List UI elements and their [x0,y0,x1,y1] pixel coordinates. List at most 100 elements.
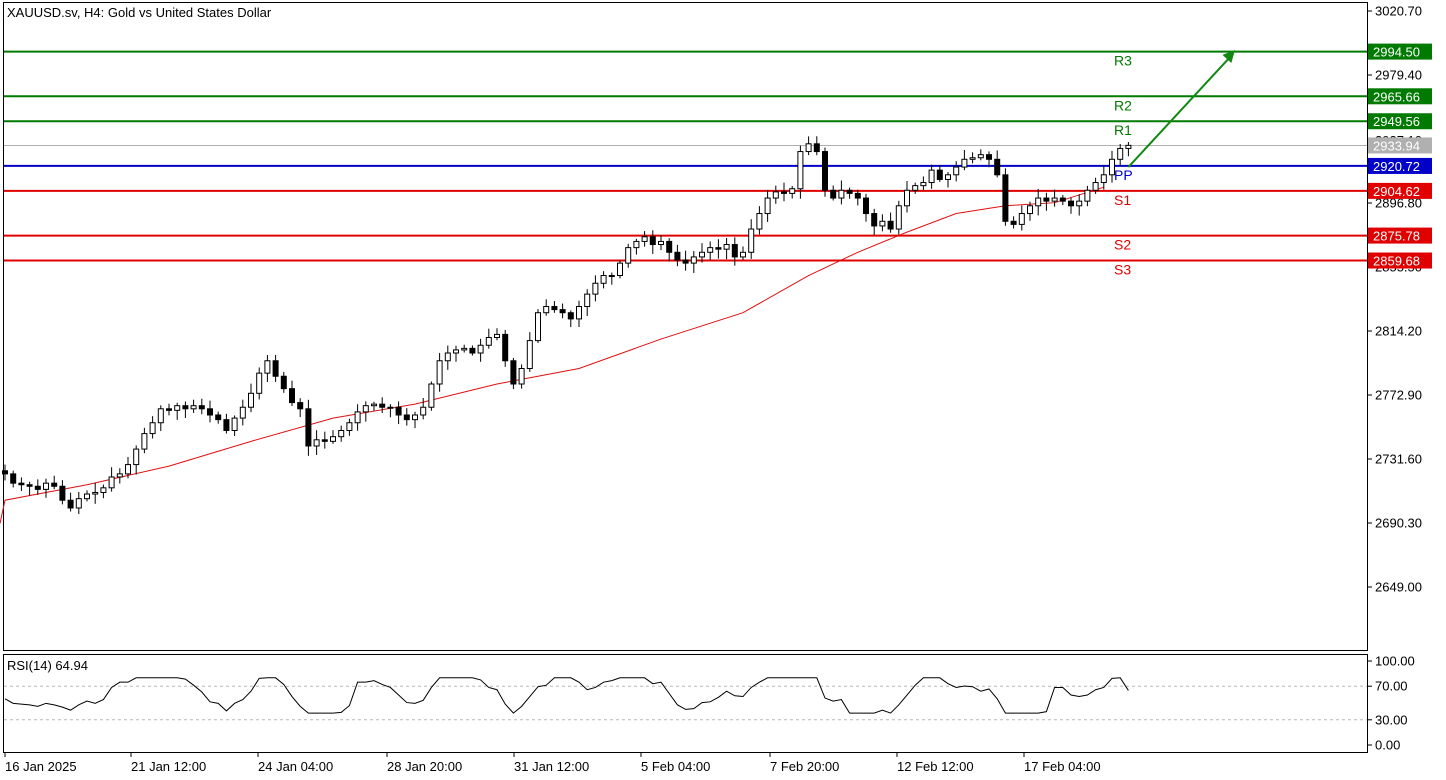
candle-body [190,405,197,410]
candle-body [469,347,476,354]
candle-body [846,189,853,194]
candle-body [666,240,673,253]
level-value-r2: 2965.66 [1373,89,1420,104]
x-tick-label: 24 Jan 04:00 [258,759,333,774]
candle-body [707,247,714,253]
y-tick-label: 2814.20 [1375,324,1422,339]
moving-average-line [0,186,1104,524]
y-tick-label: 2649.00 [1375,580,1422,595]
candle-body [772,191,779,199]
candle-body [18,482,25,486]
candle-body [248,392,254,408]
candle-body [264,360,271,374]
x-tick-label: 28 Jan 20:00 [387,759,462,774]
price-label-boxes: 2994.50 2965.66 2949.56 2920.72 2904.62 2875.… [1368,43,1432,269]
candles-layer [2,136,1132,515]
candle-body [625,247,632,264]
candle-body [617,262,623,277]
candle-body [453,349,459,354]
candle-body [633,240,640,249]
candle-body [1043,197,1050,202]
candle-body [75,498,82,509]
candle-body [674,251,681,261]
candle-body [346,422,353,431]
y-tick-label: 2690.30 [1375,516,1422,531]
candle-body [526,340,533,370]
candle-body [740,251,746,258]
candle-body [1002,174,1009,222]
candle-body [92,491,99,495]
candle-body [936,169,943,180]
candle-body [945,174,951,180]
candle-body [444,352,451,362]
candle-body [494,333,500,339]
rsi-line-layer [4,677,1129,714]
level-name-pp: PP [1114,167,1133,183]
candle-body [1027,205,1033,215]
candle-body [731,244,738,258]
candle-body [239,406,246,419]
candle-body [133,448,140,466]
x-tick-label: 12 Feb 12:00 [897,759,974,774]
candle-body [26,484,33,487]
rsi-label: RSI(14) 64.94 [7,658,88,673]
candle-body [1010,220,1017,225]
candle-body [584,293,591,308]
candle-body [330,436,336,442]
candle-body [502,333,509,362]
level-value-pp: 2920.72 [1373,159,1420,174]
level-box-r3 [1368,43,1432,60]
level-name-r2: R2 [1114,97,1132,113]
candle-body [887,220,894,230]
candle-body [10,473,17,484]
level-name-r3: R3 [1114,53,1132,69]
rsi-tick-label: 0.00 [1375,738,1400,753]
candle-body [207,408,213,416]
candle-body [387,406,394,409]
candle-body [797,151,804,190]
candle-body [1076,200,1083,207]
candle-body [231,417,238,431]
candle-body [198,405,205,410]
candle-body [166,408,172,411]
trend-arrow-shaft [1127,55,1232,168]
candle-body [34,485,41,490]
x-tick-label: 7 Feb 20:00 [770,759,839,774]
candle-body [567,312,574,320]
price-axis: 3020.702979.402937.102896.802855.502814.… [1367,4,1422,753]
candle-body [174,405,181,411]
candle-body [59,485,66,501]
level-value-s3: 2859.68 [1373,254,1420,269]
candle-body [756,213,763,230]
candle-body [551,306,558,311]
level-value-s2: 2875.78 [1373,229,1420,244]
x-tick-label: 5 Feb 04:00 [641,759,710,774]
candle-body [994,158,1001,176]
candle-body [690,256,697,264]
level-value-r1: 2949.56 [1373,114,1420,129]
candle-body [608,275,615,278]
candle-body [953,166,960,176]
candle-body [510,360,517,385]
candle-body [559,309,566,314]
rsi-line [4,677,1129,714]
candle-body [1100,174,1107,184]
candle-body [977,154,984,159]
candle-body [1125,144,1132,149]
y-tick-label: 2896.80 [1375,196,1422,211]
x-tick-label: 21 Jan 12:00 [131,759,206,774]
level-box-r2 [1368,88,1432,105]
candle-body [838,189,845,199]
candle-body [43,482,49,490]
candle-body [354,411,361,424]
current-price-value: 2933.94 [1373,138,1420,153]
candle-body [1084,189,1091,202]
candle-body [379,403,386,408]
candle-body [420,406,427,416]
candle-body [543,306,550,314]
x-tick-label: 17 Feb 04:00 [1024,759,1101,774]
y-tick-label: 3020.70 [1375,4,1422,19]
level-box-s1 [1368,182,1432,199]
trend-arrow-layer [1127,50,1235,168]
